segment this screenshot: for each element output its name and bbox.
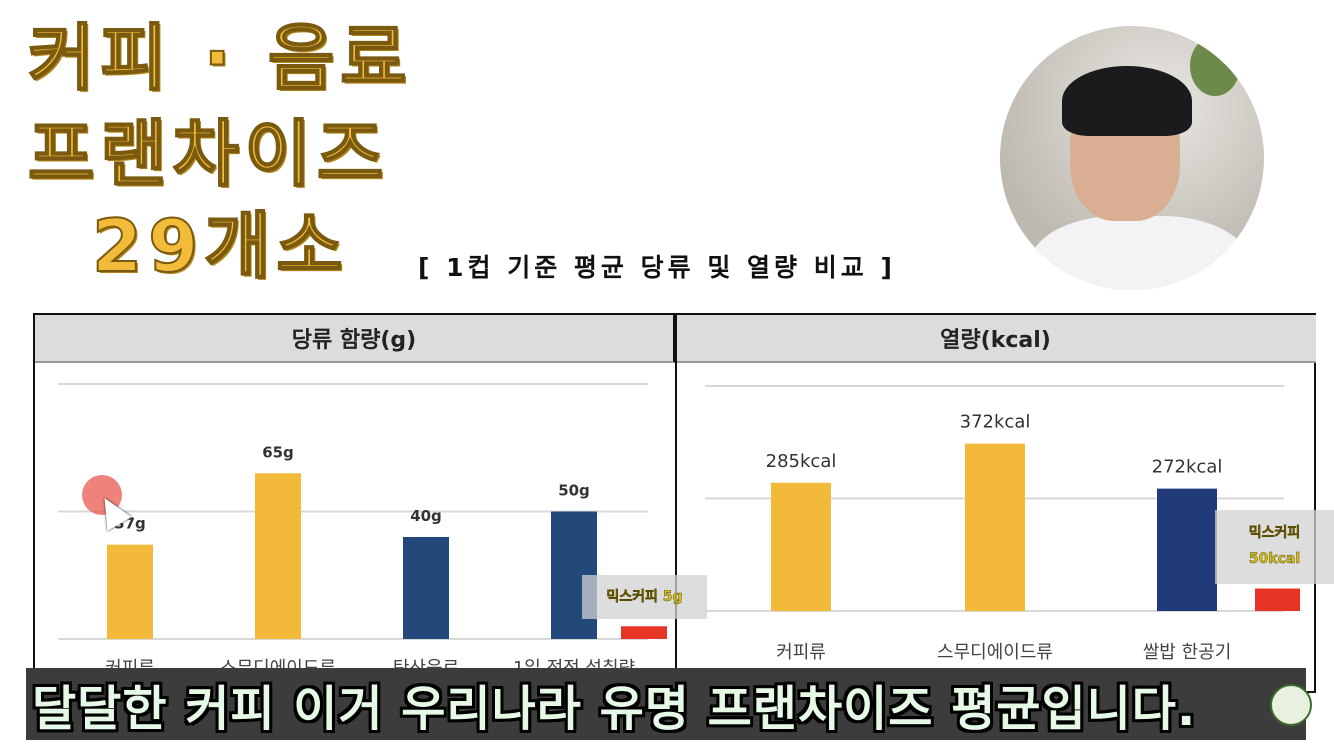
data-label-2: 272kcal (1152, 457, 1223, 478)
channel-logo (1270, 684, 1312, 726)
mix-coffee-calorie-callout: 믹스커피 50kcal (1215, 510, 1334, 584)
bar-2 (1157, 488, 1217, 611)
mix-coffee-sugar-callout: 믹스커피 5g (582, 575, 707, 619)
data-label-1: 65g (262, 443, 294, 461)
chart-subheading: [ 1컵 기준 평균 당류 및 열량 비교 ] (418, 253, 896, 282)
mix-coffee-bar (1255, 588, 1300, 611)
presenter-hair (1062, 66, 1192, 136)
sugar-chart-title: 당류 함량(g) (35, 315, 675, 363)
data-label-1: 372kcal (960, 412, 1031, 433)
category-label-1: 스무디에이드류 (937, 642, 1053, 663)
panel-divider (675, 315, 677, 695)
callout-text: 믹스커피 5g (606, 589, 683, 606)
presenter-coat (1030, 216, 1250, 290)
calorie-chart-title: 열량(kcal) (675, 315, 1316, 363)
category-label-2: 쌀밥 한공기 (1143, 642, 1232, 663)
bar-1 (255, 473, 301, 639)
mix-coffee-bar (621, 626, 667, 639)
chart-panel: 당류 함량(g) 열량(kcal) (33, 313, 1316, 695)
click-highlight (82, 475, 122, 515)
bar-1 (965, 443, 1025, 611)
data-label-0: 37g (114, 515, 146, 533)
title-line-1: 커피 · 음료 (27, 16, 413, 100)
callout-text: 믹스커피 (1248, 525, 1301, 542)
category-label-0: 커피류 (776, 642, 826, 663)
data-label-3: 50g (558, 482, 590, 500)
bar-0 (107, 544, 153, 639)
title-line-2: 프랜차이즈 (27, 112, 390, 196)
bar-2 (403, 537, 449, 639)
data-label-2: 40g (410, 507, 442, 525)
callout-value: 50kcal (1248, 551, 1301, 568)
video-subtitle: 달달한 커피 이거 우리나라 유명 프랜차이즈 평균입니다. (26, 668, 1306, 740)
title-line-3: 29개소 (91, 204, 349, 288)
plant-image (1190, 36, 1240, 96)
bar-0 (771, 482, 831, 611)
data-label-0: 285kcal (766, 451, 837, 472)
presenter-video (1000, 26, 1264, 290)
